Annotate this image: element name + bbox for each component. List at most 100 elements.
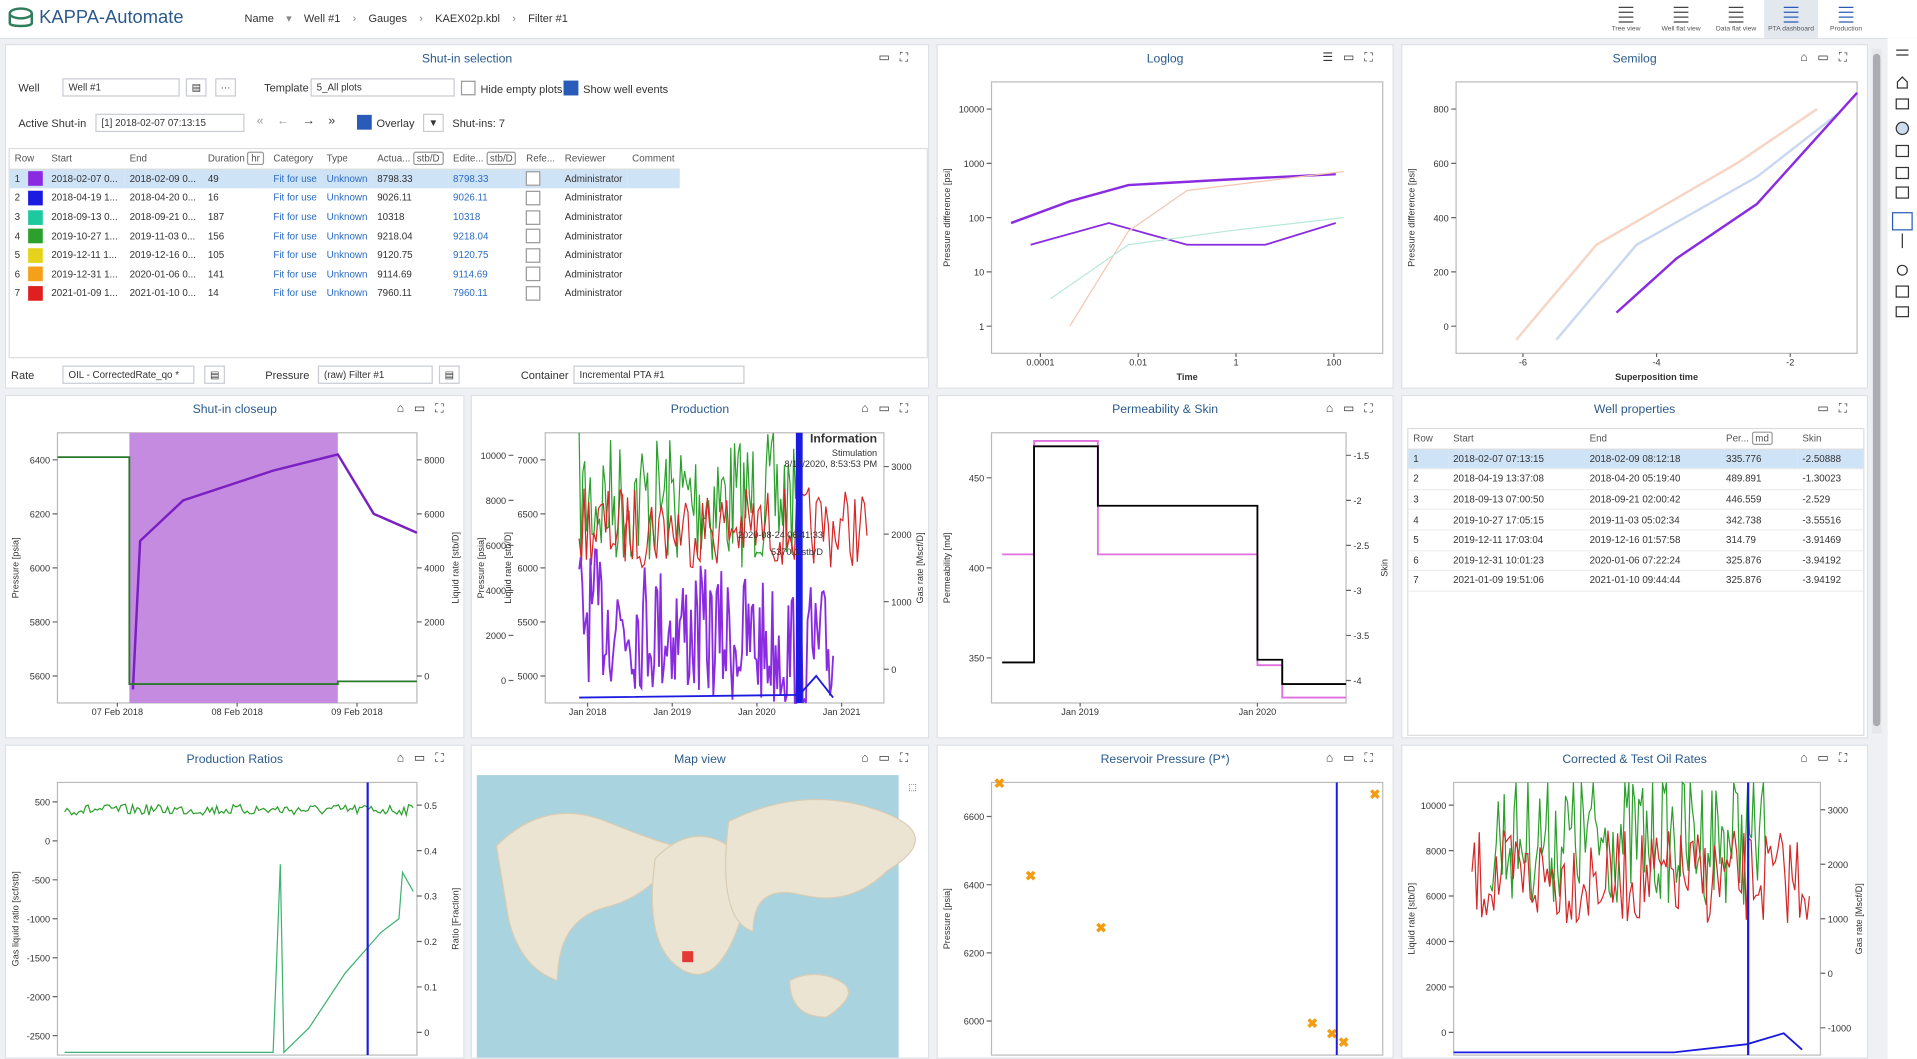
marker: ✖	[1025, 869, 1036, 884]
annotation-event: Stimulation	[832, 448, 877, 458]
view-button[interactable]: PTA dashboard	[1764, 0, 1818, 38]
cell	[627, 169, 679, 189]
column-unit: hr	[247, 151, 264, 166]
reference-checkbox[interactable]	[526, 209, 541, 225]
active-select[interactable]: [1] 2018-02-07 07:13:15	[95, 113, 245, 133]
breadcrumb[interactable]: Well #1	[303, 12, 341, 25]
cell-text: 3	[1413, 494, 1419, 506]
hide-empty[interactable]: Hide empty plots	[460, 80, 562, 96]
container-select[interactable]: Incremental PTA #1	[573, 365, 745, 384]
cell: 156	[203, 227, 269, 246]
reference-checkbox[interactable]	[526, 228, 541, 244]
axis-label: Permeability [md]	[942, 533, 952, 604]
column-header[interactable]: Edite... stb/D	[448, 149, 522, 170]
cell-text: 2021-01-09 1...	[51, 287, 118, 299]
tick-label: 2000	[1828, 860, 1848, 870]
cell: 9218.04	[372, 227, 448, 246]
column-header[interactable]: End	[1584, 429, 1722, 450]
table-row[interactable]: 6 2019-12-31 1... 2020-01-06 0... 141 Fit fo…	[10, 265, 680, 284]
series-line	[1489, 781, 1767, 906]
overlay[interactable]: Overlay	[356, 114, 414, 130]
reference-checkbox[interactable]	[526, 171, 541, 187]
scrollbar[interactable]	[1871, 48, 1882, 734]
breadcrumb[interactable]: Filter #1	[528, 12, 568, 25]
cell-text: 1	[14, 173, 21, 185]
cell: -1.30023	[1797, 469, 1864, 490]
show-events[interactable]: Show well events	[563, 80, 668, 96]
breadcrumb[interactable]: Gauges	[368, 12, 408, 25]
panel-title: Production Ratios	[186, 753, 283, 767]
reference-checkbox[interactable]	[526, 266, 541, 282]
cell-text: 9026.11	[377, 192, 412, 204]
series-line	[578, 432, 800, 568]
table-row[interactable]: 1 2018-02-07 0... 2018-02-09 0... 49 Fit for…	[9, 168, 680, 189]
cell-text: 5	[1413, 534, 1419, 546]
column-header[interactable]: Row	[9, 149, 47, 170]
view-button[interactable]: Production	[1819, 0, 1873, 38]
view-button[interactable]: Data flat view	[1709, 0, 1763, 38]
table-row[interactable]: 6 2019-12-31 10:01:23 2020-01-06 07:22:24 3…	[1408, 550, 1864, 572]
table-row[interactable]: 5 2019-12-11 1... 2019-12-16 0... 105 Fit fo…	[10, 246, 680, 265]
rate-label: Rate	[11, 369, 35, 382]
tick-label: 0.1	[424, 983, 437, 993]
column-header[interactable]: Skin	[1797, 429, 1864, 450]
well-more[interactable]: ···	[215, 78, 236, 97]
rate-browse[interactable]: ▤	[204, 365, 225, 384]
pressure-select[interactable]: (raw) Filter #1	[317, 365, 433, 384]
column-header[interactable]: Category	[268, 149, 322, 170]
breadcrumb[interactable]: KAEX02p.kbl	[435, 12, 501, 25]
reference-checkbox[interactable]	[526, 286, 541, 301]
table-row[interactable]: 3 2018-09-13 0... 2018-09-21 0... 187 Fit fo…	[10, 208, 680, 227]
template-select[interactable]: 5_All plots	[310, 78, 455, 97]
column-header[interactable]: Refe...	[521, 149, 560, 170]
column-header[interactable]: Comment	[627, 149, 680, 170]
view-button[interactable]: Tree view	[1599, 0, 1653, 38]
map-land	[495, 812, 681, 982]
tick-label: 7000	[518, 455, 538, 465]
cell: 8798.33	[372, 169, 448, 189]
cell-text: Fit for use	[273, 192, 317, 204]
column-header[interactable]: Row	[1408, 429, 1449, 450]
column-header[interactable]: Actua... stb/D	[372, 149, 449, 170]
column-header[interactable]: Per... md	[1721, 429, 1798, 450]
table-row[interactable]: 7 2021-01-09 1... 2021-01-10 0... 14 Fit for…	[10, 284, 680, 303]
table-row[interactable]: 7 2021-01-09 19:51:06 2021-01-10 09:44:44 3…	[1408, 570, 1864, 592]
reference-checkbox[interactable]	[526, 190, 541, 206]
table-row[interactable]: 4 2019-10-27 17:05:15 2019-11-03 05:02:34 3…	[1408, 509, 1864, 531]
filter-button[interactable]: ▼	[423, 113, 444, 133]
panel-icons: ☰▭⛶	[1322, 51, 1383, 65]
axis-label: Superposition time	[1615, 372, 1698, 382]
column-header[interactable]: Type	[321, 149, 373, 170]
table-row[interactable]: 2 2018-04-19 1... 2018-04-20 0... 16 Fit for…	[10, 189, 680, 208]
cell: 2019-12-31 10:01:23	[1448, 550, 1585, 572]
rate-select[interactable]: OIL - CorrectedRate_qo *	[62, 365, 195, 384]
breadcrumb[interactable]: Name	[244, 12, 274, 25]
table-row[interactable]: 2 2018-04-19 13:37:08 2018-04-20 05:19:40 4…	[1408, 469, 1864, 490]
chart: 0 2000 4000 6000 8000 10000 -1000 0 1000 2000 3000…	[1407, 781, 1864, 1056]
column-header[interactable]: End	[124, 149, 203, 170]
column-header[interactable]: Start	[46, 149, 125, 170]
pressure-browse[interactable]: ▤	[438, 365, 460, 384]
cell: 9114.69	[448, 265, 521, 284]
panel-title: Reservoir Pressure (P*)	[1100, 753, 1230, 767]
column-name: Skin	[1802, 433, 1822, 445]
well-select[interactable]: Well #1	[62, 78, 180, 97]
column-header[interactable]: Start	[1448, 429, 1585, 450]
table-row[interactable]: 3 2018-09-13 07:00:50 2018-09-21 02:00:42 4…	[1408, 489, 1864, 511]
series-band	[1335, 782, 1338, 1056]
chart-panel: Permeability & Skin ⌂▭⛶ 350 400 450 -4 -3.5 -3 -…	[936, 394, 1394, 739]
cell: 2018-02-07 07:13:15	[1448, 448, 1585, 470]
column-header[interactable]: Reviewer	[559, 149, 628, 170]
panel-title: Shut-in selection	[421, 52, 513, 67]
cell: 335.776	[1721, 448, 1798, 470]
view-button[interactable]: Well flat view	[1654, 0, 1708, 38]
table-row[interactable]: 1 2018-02-07 07:13:15 2018-02-09 08:12:18 3…	[1408, 448, 1864, 470]
map-marker[interactable]	[682, 951, 694, 963]
shutin-nav[interactable]: «←→»	[256, 114, 349, 129]
table-row[interactable]: 5 2019-12-11 17:03:04 2019-12-16 01:57:58 3…	[1408, 529, 1864, 551]
reference-checkbox[interactable]	[526, 247, 541, 263]
well-browse[interactable]: ▤	[185, 78, 207, 97]
table-row[interactable]: 4 2019-10-27 1... 2019-11-03 0... 156 Fit fo…	[10, 227, 680, 246]
column-header[interactable]: Duration hr	[202, 149, 269, 170]
